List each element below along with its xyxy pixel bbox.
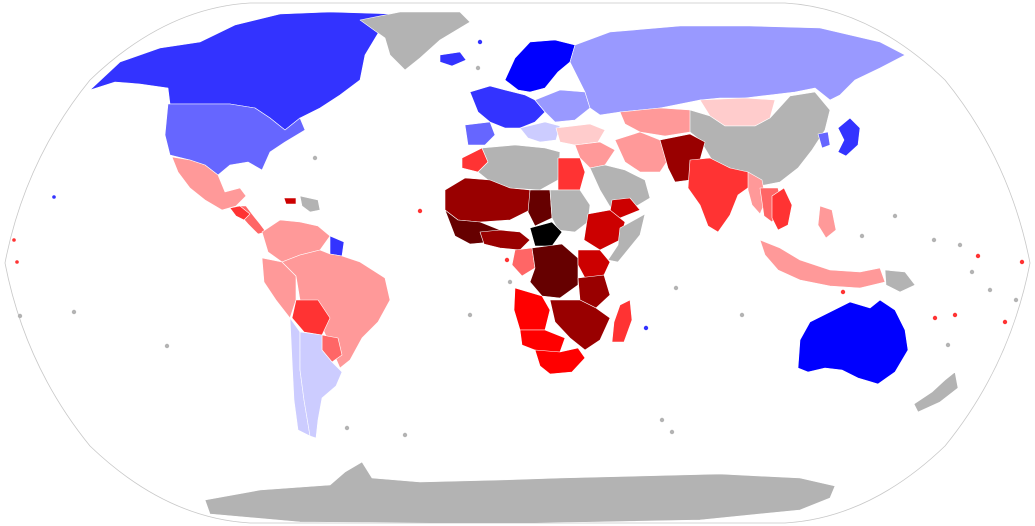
arabia — [589, 164, 651, 211]
japan — [837, 117, 861, 157]
mexico — [171, 156, 247, 211]
atlantic-island — [739, 312, 745, 318]
iceland — [439, 51, 467, 67]
argentina-uruguay — [299, 331, 343, 439]
myanmar — [747, 171, 767, 215]
atlantic-island — [957, 242, 963, 248]
atlantic-island — [669, 429, 675, 435]
guatemala-honduras — [229, 205, 251, 221]
caribbean — [299, 195, 321, 213]
western-europe — [469, 85, 546, 129]
vietnam-cambodia — [771, 187, 793, 231]
atlantic-island — [931, 237, 937, 243]
egypt — [557, 157, 586, 191]
atlantic-island — [344, 425, 350, 431]
somalia — [607, 213, 646, 263]
island-red — [15, 260, 19, 264]
iran — [614, 131, 669, 173]
island-blue — [52, 195, 56, 199]
png — [884, 269, 916, 293]
island-red — [840, 289, 846, 295]
madagascar — [611, 299, 633, 343]
atlantic-island — [659, 417, 665, 423]
iberia — [464, 121, 496, 146]
antarctica — [204, 461, 836, 523]
korea — [817, 131, 831, 149]
balkans — [519, 121, 561, 143]
island-blue — [477, 39, 483, 45]
atlantic-island — [475, 65, 481, 71]
new-zealand — [913, 371, 959, 413]
island-red — [504, 257, 510, 263]
island-red — [12, 238, 16, 242]
island-blue — [643, 325, 649, 331]
island-red — [1019, 259, 1025, 265]
sudan — [549, 189, 591, 233]
haiti — [283, 197, 297, 205]
australia — [797, 299, 909, 385]
island-red — [975, 253, 981, 259]
zambia-mozambique — [549, 299, 611, 351]
russia — [569, 25, 906, 116]
india — [687, 157, 753, 233]
island-red — [417, 208, 423, 214]
greenland — [359, 11, 471, 71]
canada — [89, 11, 396, 131]
car — [529, 221, 563, 247]
chad — [527, 189, 553, 227]
atlantic-island — [987, 287, 993, 293]
island-red — [932, 315, 938, 321]
south-africa — [534, 347, 586, 375]
atlantic-island — [945, 342, 951, 348]
atlantic-island — [507, 279, 513, 285]
gulf-of-guinea — [479, 229, 531, 251]
small-islands — [12, 39, 1025, 438]
atlantic-island — [1013, 297, 1019, 303]
malaysia-indonesia — [759, 239, 886, 289]
philippines — [817, 205, 837, 239]
drc — [529, 243, 579, 299]
atlantic-island — [969, 269, 975, 275]
pacific-island — [17, 313, 23, 319]
turkey — [555, 123, 606, 146]
eastern-europe — [534, 89, 591, 123]
atlantic-island — [673, 285, 679, 291]
atlantic-island — [402, 432, 408, 438]
atlantic-island — [859, 233, 865, 239]
pacific-island — [71, 309, 77, 315]
tanzania — [577, 274, 611, 309]
gabon-congo — [511, 247, 536, 277]
atlantic-island — [312, 155, 318, 161]
atlantic-island — [892, 213, 898, 219]
atlantic-island — [467, 312, 473, 318]
island-red — [1002, 319, 1008, 325]
pacific-island — [164, 343, 170, 349]
island-red — [952, 312, 958, 318]
